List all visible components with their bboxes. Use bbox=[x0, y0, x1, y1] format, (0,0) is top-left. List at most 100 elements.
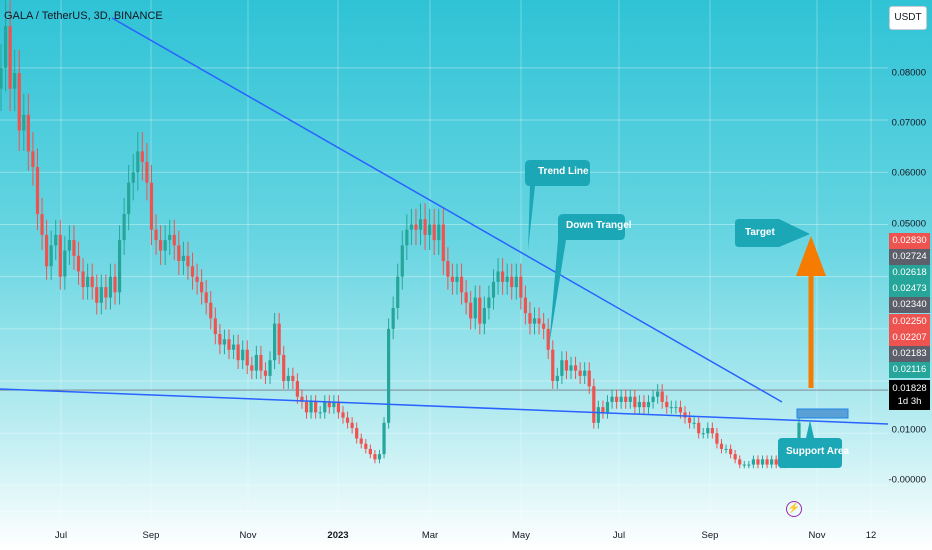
lightning-icon[interactable]: ⚡ bbox=[786, 501, 802, 517]
candle bbox=[350, 422, 354, 429]
y-tick: 0.08000 bbox=[891, 67, 926, 79]
support-line bbox=[0, 388, 889, 425]
candle bbox=[569, 365, 573, 371]
target-arrow bbox=[796, 236, 826, 388]
candle bbox=[341, 412, 345, 418]
candle bbox=[656, 391, 660, 397]
candle bbox=[359, 438, 363, 444]
candle bbox=[510, 276, 514, 288]
symbol-title: GALA / TetherUS, 3D, BINANCE bbox=[4, 10, 163, 22]
candle bbox=[140, 151, 144, 162]
candle bbox=[0, 67, 3, 89]
candle bbox=[222, 339, 227, 345]
trend-line bbox=[111, 17, 783, 403]
candle bbox=[122, 214, 126, 241]
candle bbox=[291, 375, 295, 382]
candle bbox=[204, 292, 208, 303]
candle bbox=[665, 401, 669, 408]
candle bbox=[377, 454, 382, 460]
candle bbox=[770, 459, 774, 465]
candle bbox=[751, 459, 755, 465]
candle bbox=[245, 349, 249, 366]
candle bbox=[76, 255, 81, 272]
candle bbox=[496, 271, 500, 282]
price-label: 0.02473 bbox=[889, 281, 930, 297]
candle bbox=[774, 459, 778, 465]
candle bbox=[241, 349, 245, 361]
candle bbox=[90, 276, 94, 288]
candle bbox=[706, 428, 710, 434]
candle bbox=[327, 401, 331, 408]
candle bbox=[54, 234, 58, 246]
candle bbox=[514, 276, 518, 288]
candle bbox=[227, 339, 231, 350]
candle bbox=[127, 182, 131, 215]
x-tick: Nov bbox=[808, 530, 826, 541]
candle bbox=[136, 151, 140, 173]
candle bbox=[605, 401, 610, 413]
candle bbox=[95, 287, 99, 303]
candle bbox=[282, 354, 286, 382]
candle bbox=[701, 433, 705, 435]
candle bbox=[86, 276, 90, 288]
y-tick: -0.00000 bbox=[888, 474, 926, 486]
candle bbox=[263, 370, 268, 376]
x-tick: Jul bbox=[54, 530, 68, 541]
candle bbox=[286, 375, 290, 382]
candle bbox=[3, 26, 8, 68]
candle bbox=[482, 307, 486, 324]
candle bbox=[177, 245, 181, 261]
candle bbox=[455, 276, 459, 282]
candle bbox=[368, 448, 372, 455]
candle bbox=[373, 454, 377, 460]
candle bbox=[332, 401, 336, 408]
candle bbox=[432, 224, 436, 241]
x-tick: Sep bbox=[142, 530, 160, 541]
candle bbox=[651, 396, 655, 402]
candle bbox=[423, 219, 427, 235]
candle bbox=[738, 459, 742, 465]
candle bbox=[382, 422, 386, 455]
candle bbox=[268, 360, 272, 376]
currency-button[interactable]: USDT bbox=[889, 6, 927, 30]
candle bbox=[646, 401, 651, 408]
x-tick: 2023 bbox=[327, 530, 349, 541]
price-label: 0.02207 bbox=[889, 330, 930, 346]
candle bbox=[528, 313, 532, 324]
grid-lines bbox=[0, 389, 888, 391]
candle bbox=[760, 459, 765, 465]
price-label: 0.02116 bbox=[889, 362, 930, 378]
candle bbox=[63, 250, 67, 277]
candle bbox=[678, 407, 683, 413]
candle bbox=[523, 297, 527, 314]
candle bbox=[532, 318, 537, 324]
candle bbox=[58, 234, 62, 277]
candle bbox=[200, 281, 204, 293]
candle bbox=[231, 344, 236, 350]
candle bbox=[113, 276, 117, 293]
candle bbox=[81, 271, 85, 288]
candle bbox=[491, 281, 496, 298]
candle bbox=[364, 443, 368, 449]
candle bbox=[108, 276, 113, 298]
candle bbox=[277, 323, 281, 355]
x-tick: Sep bbox=[701, 530, 719, 541]
x-tick: May bbox=[512, 530, 530, 541]
price-label: 0.02830 bbox=[889, 233, 930, 249]
candle bbox=[186, 255, 190, 267]
candle bbox=[797, 422, 801, 444]
support-area-box bbox=[796, 408, 849, 419]
candle bbox=[295, 381, 299, 397]
candle bbox=[387, 328, 391, 423]
candle bbox=[669, 407, 673, 409]
candle bbox=[441, 224, 445, 261]
candle bbox=[583, 370, 587, 376]
candle bbox=[172, 234, 176, 246]
candle bbox=[560, 360, 564, 376]
candle bbox=[409, 224, 413, 230]
candle bbox=[542, 323, 546, 329]
candle bbox=[687, 417, 692, 423]
candle bbox=[724, 448, 728, 450]
candle bbox=[501, 271, 505, 282]
